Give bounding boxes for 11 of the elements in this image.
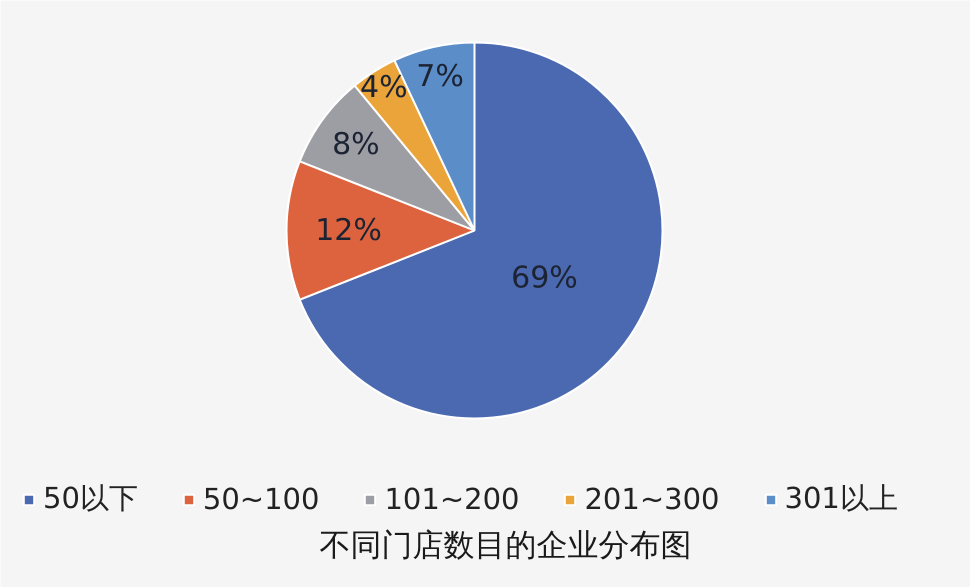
data-label: 4% bbox=[360, 70, 408, 106]
legend-label: 101~200 bbox=[384, 482, 520, 516]
legend-label: 201~300 bbox=[584, 482, 720, 516]
data-label: 8% bbox=[332, 126, 380, 162]
text: 不同门店数目的企业分布图 bbox=[320, 528, 692, 564]
legend-label: 50~100 bbox=[202, 482, 320, 516]
legend-label: 301以上 bbox=[784, 480, 898, 517]
data-label: 69% bbox=[511, 260, 578, 296]
data-label: 7% bbox=[416, 58, 464, 94]
legend-label: 50以下 bbox=[43, 480, 138, 517]
data-label: 12% bbox=[315, 213, 382, 248]
